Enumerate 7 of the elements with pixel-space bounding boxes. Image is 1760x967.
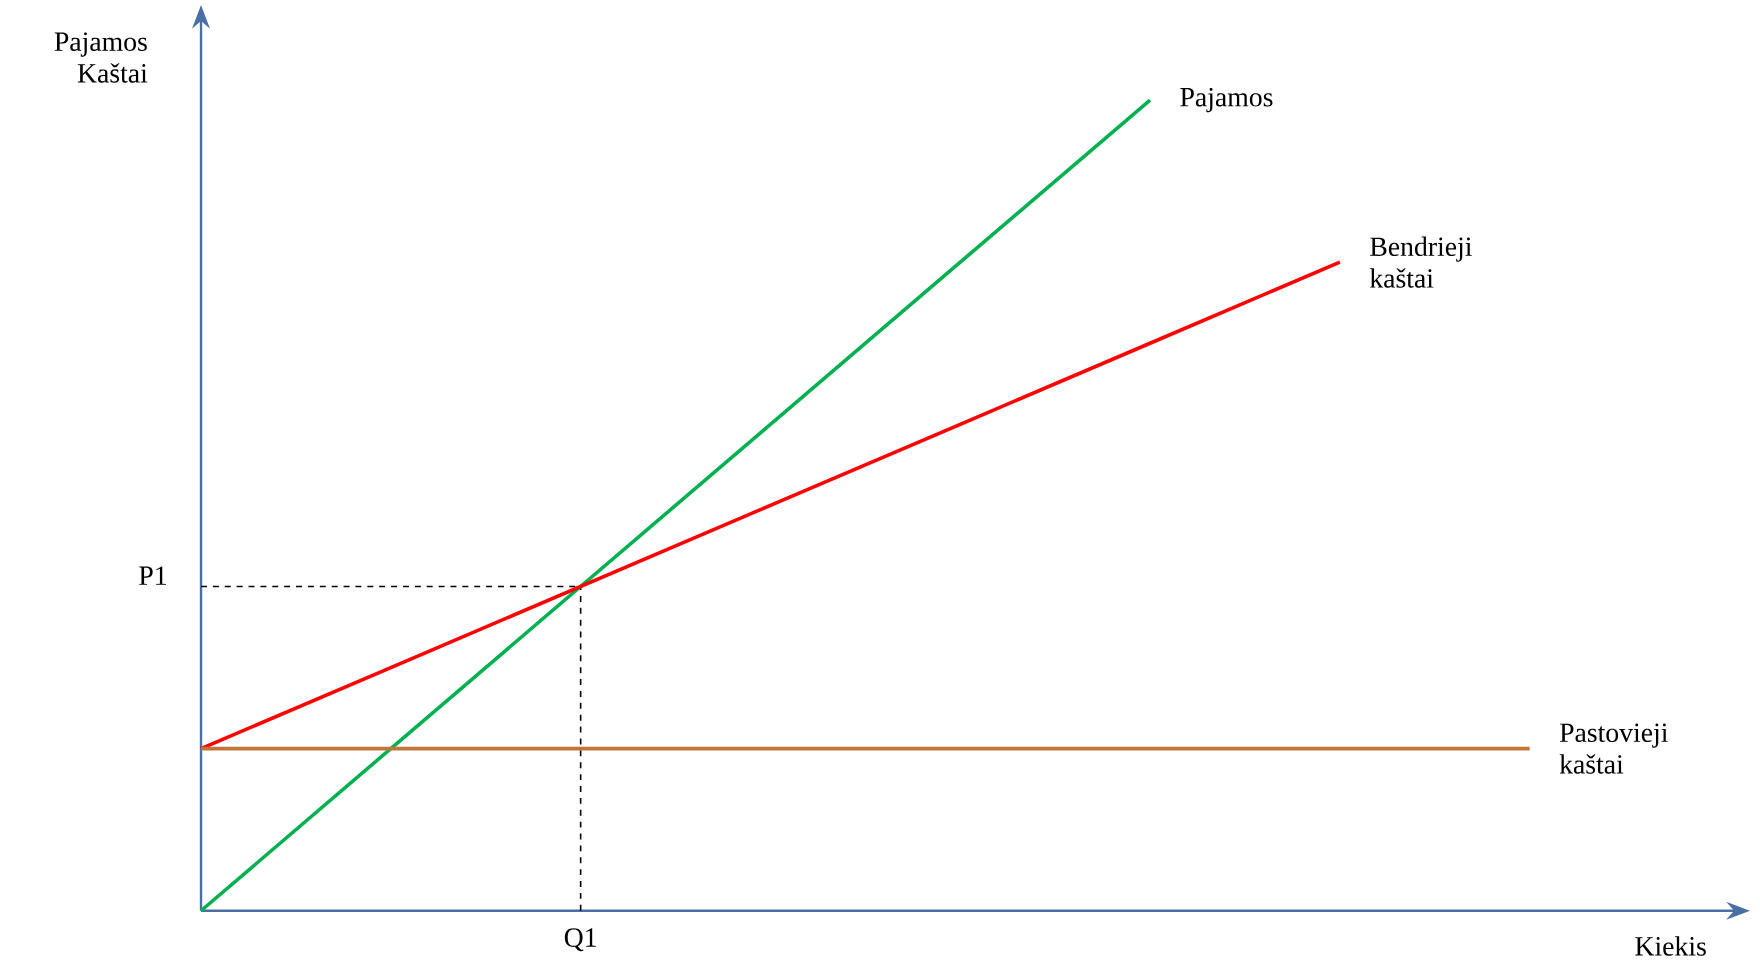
text: Q1 bbox=[564, 928, 596, 952]
y-axis-title: Pajamos Kaštai bbox=[54, 32, 148, 83]
ref-line-label: P1 bbox=[139, 566, 166, 585]
series-label: Bendrieji kaštai bbox=[1369, 236, 1472, 288]
x-axis-title: Kiekis bbox=[1635, 936, 1706, 956]
series-label: Pajamos bbox=[1180, 87, 1273, 113]
series-label: Pastovieji kaštai bbox=[1559, 723, 1668, 774]
